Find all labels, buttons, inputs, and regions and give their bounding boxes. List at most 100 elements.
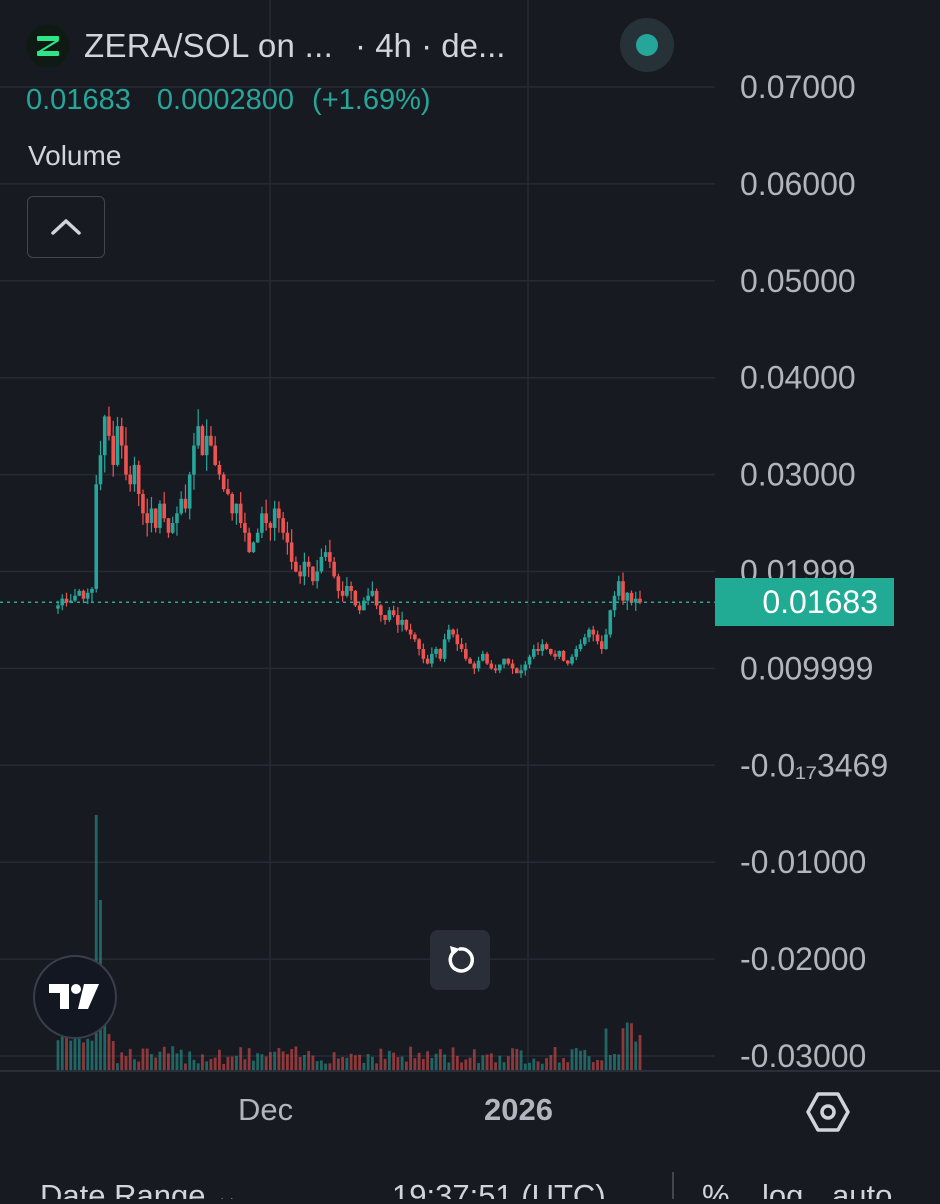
volume-bar — [179, 1049, 183, 1070]
candle-body — [616, 581, 621, 596]
candle-body — [612, 595, 617, 611]
candle-body — [561, 650, 566, 661]
volume-bar — [545, 1058, 548, 1070]
volume-bar — [404, 1061, 408, 1070]
volume-bar — [56, 1040, 60, 1070]
candle-body — [294, 561, 298, 572]
candle-body — [536, 649, 540, 651]
candle-body — [158, 503, 162, 528]
percent-toggle[interactable]: % — [702, 1178, 730, 1199]
volume-bar — [438, 1049, 442, 1070]
candle-body — [548, 649, 553, 654]
volume-bar — [103, 1014, 107, 1070]
candle-body — [387, 610, 392, 620]
volume-bar — [528, 1062, 531, 1070]
volume-bar — [82, 1042, 85, 1070]
volume-bar — [90, 1040, 94, 1070]
candle-body — [111, 435, 116, 465]
candle-body — [302, 561, 307, 577]
candle-body — [209, 435, 213, 446]
market-status-indicator[interactable] — [620, 18, 674, 72]
volume-bar — [613, 1053, 616, 1070]
candle-body — [391, 610, 396, 616]
volume-bar — [515, 1048, 519, 1070]
candle-body — [234, 503, 239, 514]
candle-body — [238, 503, 243, 524]
candle-body — [141, 493, 145, 514]
candle-body — [599, 641, 604, 650]
candle-body — [124, 445, 128, 475]
log-toggle[interactable]: log — [762, 1178, 804, 1199]
volume-bar — [553, 1047, 557, 1070]
candle-body — [196, 426, 200, 446]
candle-body — [204, 435, 209, 456]
volume-bar — [502, 1062, 506, 1070]
candle-body — [285, 532, 290, 543]
candle-body — [485, 653, 489, 664]
volume-bar — [235, 1055, 238, 1070]
volume-bar — [362, 1062, 366, 1070]
volume-bar — [324, 1063, 328, 1070]
volume-bar — [69, 1040, 73, 1070]
volume-bar — [133, 1059, 136, 1070]
candle-body — [353, 590, 358, 606]
volume-bar — [298, 1056, 302, 1070]
price-axis-label: 0.009999 — [740, 650, 873, 686]
symbol-title[interactable]: ZERA/SOL on ... — [84, 27, 334, 64]
volume-bar — [532, 1058, 536, 1070]
utc-clock[interactable]: 19:37:51 (UTC) — [392, 1178, 606, 1199]
candle-body — [136, 464, 141, 494]
candle-body — [370, 590, 375, 596]
tradingview-logo[interactable] — [33, 955, 117, 1039]
candle-body — [128, 474, 133, 485]
auto-toggle[interactable]: auto — [832, 1178, 893, 1199]
volume-bar — [171, 1046, 175, 1070]
reset-chart-button[interactable] — [430, 930, 490, 990]
volume-bar — [192, 1059, 196, 1070]
volume-bar — [630, 1023, 633, 1070]
change-percent: (+1.69%) — [312, 84, 431, 116]
candle-body — [404, 619, 409, 630]
hexagon-gear-icon[interactable] — [806, 1090, 850, 1134]
candle-body — [383, 615, 387, 620]
volume-bar — [222, 1063, 226, 1070]
volume-bar — [455, 1055, 459, 1070]
volume-bar — [489, 1053, 493, 1070]
token-logo-icon — [26, 24, 70, 68]
candle-body — [192, 445, 196, 475]
candle-body — [166, 518, 171, 533]
candle-body — [531, 649, 536, 657]
volume-legend[interactable]: Volume — [28, 140, 122, 171]
candle-body — [417, 639, 421, 650]
volume-bar — [239, 1047, 243, 1070]
volume-bar — [73, 1030, 77, 1070]
candle-body — [587, 629, 591, 638]
volume-bar — [345, 1057, 349, 1070]
collapse-legend-button[interactable] — [27, 196, 105, 258]
volume-bar — [638, 1034, 642, 1070]
candle-body — [323, 552, 328, 557]
candle-body — [81, 590, 86, 599]
candle-body — [396, 615, 400, 625]
volume-bar — [481, 1055, 485, 1070]
candle-body — [413, 634, 417, 640]
interval-label[interactable]: · 4h · de... — [355, 27, 506, 64]
candle-body — [527, 656, 532, 665]
volume-bar — [243, 1059, 247, 1070]
candle-body — [510, 663, 515, 669]
volume-bar — [256, 1053, 260, 1070]
volume-bar — [184, 1063, 187, 1070]
change-value: 0.0002800 — [156, 84, 294, 116]
candle-body — [430, 653, 434, 664]
date-range-button[interactable]: Date Range ⌄ — [40, 1178, 241, 1199]
volume-bar — [341, 1056, 345, 1070]
volume-bar — [468, 1057, 472, 1070]
time-label-2026: 2026 — [484, 1092, 553, 1127]
volume-bar — [634, 1041, 638, 1070]
candle-body — [604, 634, 608, 650]
volume-bar — [302, 1054, 306, 1070]
candle-body — [251, 542, 256, 553]
candle-body — [442, 639, 447, 659]
